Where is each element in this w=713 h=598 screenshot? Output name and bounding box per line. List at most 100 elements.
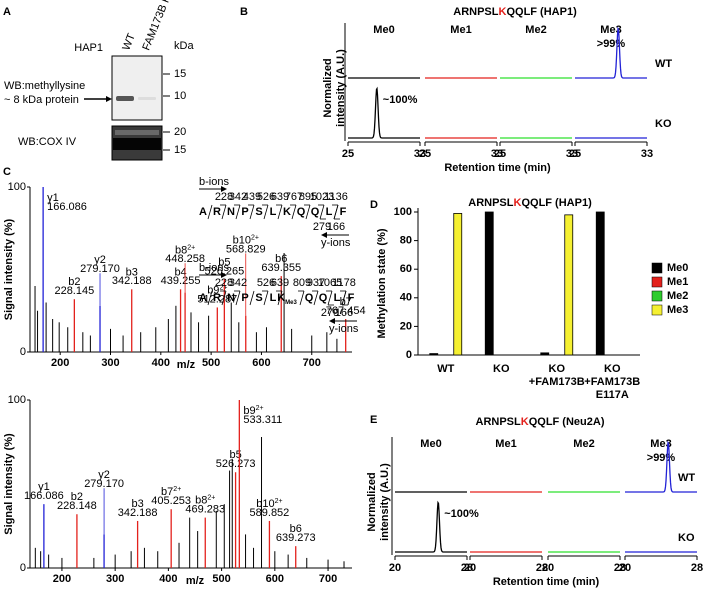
lane-label: FAM173B KO bbox=[140, 0, 176, 52]
ion-label: b102+ bbox=[256, 498, 282, 510]
channel-name: Me2 bbox=[525, 24, 546, 36]
ion-charge: 2+ bbox=[251, 234, 259, 241]
arrow-head bbox=[321, 232, 327, 238]
x-tick-label: KO +FAM173B E117A bbox=[584, 363, 640, 401]
x-tick-label: 28 bbox=[691, 562, 703, 574]
ion-name: b6 bbox=[290, 523, 302, 535]
ion-label: y1 bbox=[47, 192, 59, 204]
x-tick-label: 33 bbox=[641, 148, 653, 160]
residue: S bbox=[255, 206, 262, 218]
bar bbox=[429, 353, 439, 356]
x-tick-label: 20 bbox=[464, 562, 476, 574]
b-ion-mass: 1023 bbox=[310, 191, 334, 203]
b-ion-mass: 526 bbox=[257, 277, 275, 289]
y-ion-mass: 279 bbox=[321, 307, 339, 319]
ion-name: b5 bbox=[218, 256, 230, 268]
x-tick-label-line: KO bbox=[549, 363, 566, 375]
marker-label: 15 bbox=[174, 144, 186, 156]
ion-name: y1 bbox=[38, 481, 50, 493]
b-ion-mass: 937 bbox=[307, 277, 325, 289]
y-axis-label: Normalizedintensity (A.U.) bbox=[322, 49, 347, 127]
ion-mz: 342.188 bbox=[112, 275, 152, 287]
trace bbox=[625, 440, 697, 493]
fragment-divider bbox=[221, 204, 227, 220]
ion-mz: 533.311 bbox=[243, 414, 282, 426]
fragment-divider bbox=[235, 204, 241, 220]
b-ion-mass: 1178 bbox=[332, 277, 356, 289]
ion-label: b92+ bbox=[243, 405, 263, 417]
b-ion-mass: 228 bbox=[215, 191, 233, 203]
y-axis-label-line: intensity (A.U.) bbox=[335, 49, 347, 127]
row-label: WT bbox=[678, 472, 695, 484]
fragment-divider bbox=[263, 204, 269, 220]
y-tick-label: 0 bbox=[20, 346, 26, 358]
fragment-divider bbox=[277, 290, 283, 306]
title-part: QQLF (HAP1) bbox=[521, 197, 592, 209]
fragment-divider bbox=[207, 290, 213, 306]
panel-label: D bbox=[370, 199, 378, 211]
arrow-head bbox=[221, 186, 227, 192]
ion-mz: 767.454 bbox=[326, 305, 366, 317]
ion-name: b3 bbox=[126, 266, 138, 278]
x-tick-label: 28 bbox=[461, 562, 473, 574]
panel-title: ARNPSLKQQLF (HAP1) bbox=[453, 6, 577, 18]
ion-label: b2 bbox=[68, 276, 80, 288]
fragment-divider bbox=[341, 290, 347, 306]
b-ion-mass: 767 bbox=[285, 191, 303, 203]
ion-name: b4 bbox=[174, 266, 186, 278]
ion-label: b82+ bbox=[175, 244, 195, 256]
fragment-divider bbox=[291, 204, 297, 220]
ion-mz: 469.283 bbox=[185, 504, 225, 516]
arrow-head bbox=[329, 318, 335, 324]
x-tick-label: 28 bbox=[614, 562, 626, 574]
x-axis-label: m/z bbox=[186, 575, 205, 587]
ion-mz: 166.086 bbox=[47, 201, 87, 213]
residue: R bbox=[213, 292, 221, 304]
legend-swatch bbox=[651, 304, 663, 316]
ion-charge: 2+ bbox=[219, 284, 227, 291]
fragment-divider bbox=[207, 204, 213, 220]
blot bbox=[111, 55, 163, 121]
y-tick-label: 100 bbox=[8, 181, 26, 193]
channel-name: Me0 bbox=[373, 24, 394, 36]
legend-label: Me1 bbox=[667, 276, 688, 288]
blot-band bbox=[116, 96, 134, 101]
y-tick-label: 100 bbox=[394, 206, 412, 218]
title-part: ARNPSL bbox=[468, 197, 514, 209]
y-ion-mass: 166 bbox=[327, 221, 345, 233]
residue: N bbox=[227, 206, 235, 218]
residue: P bbox=[241, 292, 248, 304]
ion-mz: 526.273 bbox=[216, 458, 256, 470]
blot-band bbox=[113, 138, 161, 150]
x-tick-label: 700 bbox=[319, 573, 337, 585]
residue: S bbox=[255, 292, 262, 304]
row-label: WT bbox=[655, 58, 672, 70]
x-tick-label: WT bbox=[437, 363, 454, 375]
x-tick-label: 400 bbox=[152, 357, 170, 369]
x-tick-label: 28 bbox=[536, 562, 548, 574]
y-tick-label: 20 bbox=[400, 320, 412, 332]
residue: P bbox=[241, 206, 248, 218]
ion-mz: 342.188 bbox=[118, 507, 158, 519]
trace bbox=[395, 500, 467, 553]
x-tick-label-line: +FAM173B bbox=[584, 376, 640, 388]
ion-label: b3 bbox=[126, 266, 138, 278]
b-ion-legend: b-ions bbox=[199, 262, 229, 274]
channel-name: Me2 bbox=[573, 438, 594, 450]
channel-name: Me0 bbox=[420, 438, 441, 450]
title-part: K bbox=[514, 197, 522, 209]
title-part: ARNPSL bbox=[453, 6, 499, 18]
x-tick-label: 20 bbox=[389, 562, 401, 574]
residue: Q bbox=[311, 206, 320, 218]
legend-label: Me3 bbox=[667, 304, 688, 316]
ion-charge: 2+ bbox=[187, 244, 195, 251]
fragment-divider bbox=[313, 290, 319, 306]
b-ion-mass: 809 bbox=[293, 277, 311, 289]
residue: A bbox=[199, 292, 207, 304]
fragment-divider bbox=[333, 204, 339, 220]
y-tick-label: 60 bbox=[400, 263, 412, 275]
b-ion-legend: b-ions bbox=[199, 176, 229, 188]
x-tick-label: 25 bbox=[342, 148, 354, 160]
